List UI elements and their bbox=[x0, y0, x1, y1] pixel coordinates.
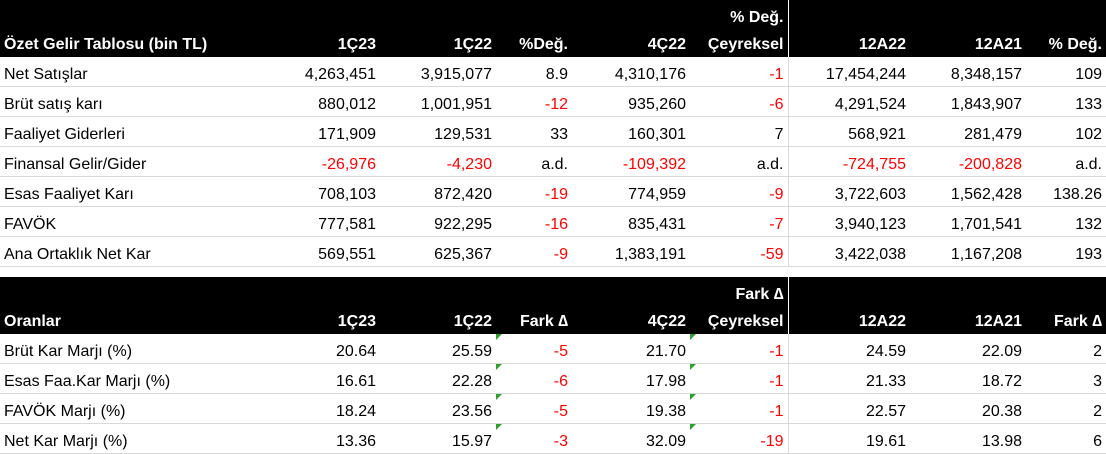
income-header-top-row: % Değ. bbox=[0, 0, 1106, 29]
col-header-12a22: 12A22 bbox=[787, 29, 910, 57]
table-row: Brüt Kar Marjı (%) 20.64 25.59 -5 21.70 … bbox=[0, 334, 1106, 364]
table-row: FAVÖK 777,581 922,295 -16 835,431 -7 3,9… bbox=[0, 206, 1106, 237]
income-title: Özet Gelir Tablosu (bin TL) bbox=[0, 29, 268, 57]
comment-marker-cell: -6 bbox=[496, 363, 572, 394]
col-header-change: %Değ. bbox=[496, 29, 572, 57]
col-header-annual-diff: Fark ∆ bbox=[1026, 306, 1106, 334]
table-row: Esas Faa.Kar Marjı (%) 16.61 22.28 -6 17… bbox=[0, 363, 1106, 394]
comment-marker-cell: -5 bbox=[496, 393, 572, 424]
table-row: Faaliyet Giderleri 171,909 129,531 33 16… bbox=[0, 116, 1106, 147]
table-row: Esas Faaliyet Karı 708,103 872,420 -19 7… bbox=[0, 176, 1106, 207]
table-row: Net Satışlar 4,263,451 3,915,077 8.9 4,3… bbox=[0, 57, 1106, 87]
comment-marker-cell: -3 bbox=[496, 423, 572, 454]
table-row: Net Kar Marjı (%) 13.36 15.97 -3 32.09 -… bbox=[0, 423, 1106, 454]
col-header-4c22: 4Ç22 bbox=[572, 306, 690, 334]
income-header-row: Özet Gelir Tablosu (bin TL) 1Ç23 1Ç22 %D… bbox=[0, 29, 1106, 57]
col-header-quarterly: Çeyreksel bbox=[690, 29, 788, 57]
table-row: Ana Ortaklık Net Kar 569,551 625,367 -9 … bbox=[0, 236, 1106, 267]
col-header-1c22: 1Ç22 bbox=[380, 29, 496, 57]
col-header-quarterly: Çeyreksel bbox=[690, 306, 788, 334]
comment-marker-cell: -1 bbox=[690, 363, 788, 394]
col-header-annual-change: % Değ. bbox=[1026, 29, 1106, 57]
ratios-header-top-row: Fark ∆ bbox=[0, 277, 1106, 306]
ratios-header-quarterly-change-top: Fark ∆ bbox=[690, 277, 788, 306]
income-statement-table: % Değ. Özet Gelir Tablosu (bin TL) 1Ç23 … bbox=[0, 0, 1106, 267]
ratios-title: Oranlar bbox=[0, 306, 268, 334]
col-header-12a22: 12A22 bbox=[787, 306, 910, 334]
table-row: FAVÖK Marjı (%) 18.24 23.56 -5 19.38 -1 … bbox=[0, 393, 1106, 424]
ratios-header-row: Oranlar 1Ç23 1Ç22 Fark ∆ 4Ç22 Çeyreksel … bbox=[0, 306, 1106, 334]
col-header-diff: Fark ∆ bbox=[496, 306, 572, 334]
comment-marker-cell: -1 bbox=[690, 334, 788, 364]
income-header-quarterly-change-top: % Değ. bbox=[690, 0, 788, 29]
col-header-1c22: 1Ç22 bbox=[380, 306, 496, 334]
col-header-4c22: 4Ç22 bbox=[572, 29, 690, 57]
table-row: Brüt satış karı 880,012 1,001,951 -12 93… bbox=[0, 86, 1106, 117]
comment-marker-cell: -19 bbox=[690, 423, 788, 454]
col-header-12a21: 12A21 bbox=[910, 29, 1026, 57]
comment-marker-cell: -1 bbox=[690, 393, 788, 424]
ratios-table: Fark ∆ Oranlar 1Ç23 1Ç22 Fark ∆ 4Ç22 Çey… bbox=[0, 277, 1106, 454]
comment-marker-cell: -5 bbox=[496, 334, 572, 364]
table-row: Finansal Gelir/Gider -26,976 -4,230 a.d.… bbox=[0, 146, 1106, 177]
col-header-12a21: 12A21 bbox=[910, 306, 1026, 334]
col-header-1c23: 1Ç23 bbox=[268, 306, 380, 334]
col-header-1c23: 1Ç23 bbox=[268, 29, 380, 57]
